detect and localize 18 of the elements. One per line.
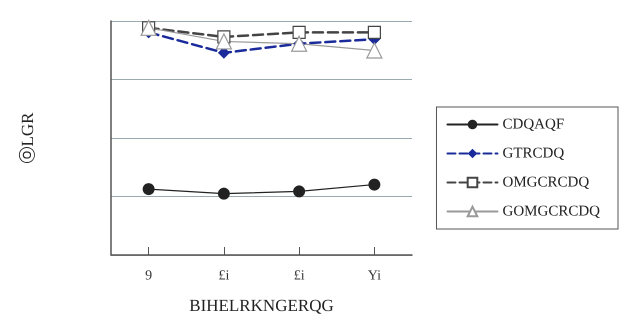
point [292,26,306,39]
x-tick-label: £i [294,268,305,284]
point [216,33,232,50]
point [142,183,155,196]
legend-label: GTRCDQ [502,146,564,162]
x-axis-title: BIHELRKNGERQG [189,296,334,315]
legend-label: GOMGCRCDQ [502,204,600,220]
legend-label: CDQAQF [502,116,564,132]
x-tick-label: 9 [145,268,152,284]
point [366,42,382,59]
point [293,185,306,198]
legend-label: OMGCRCDQ [502,174,590,190]
x-tick-label: £i [218,268,230,284]
point [368,26,381,39]
x-tick-label: Yi [368,268,382,284]
point [218,188,230,200]
point [368,178,380,191]
y-axis-title: ⓞLGR [18,112,37,164]
